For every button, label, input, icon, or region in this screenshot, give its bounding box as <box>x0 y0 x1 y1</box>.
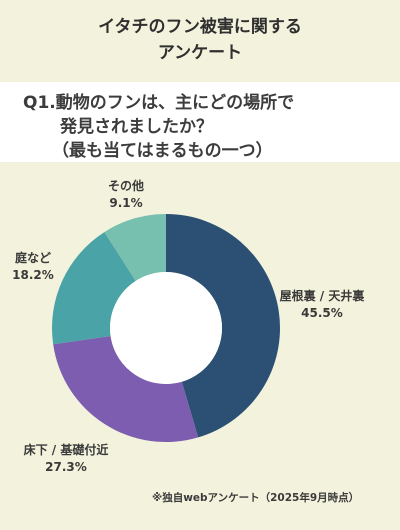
slice-attic <box>166 214 280 438</box>
chart-title: イタチのフン被害に関する アンケート <box>0 14 400 66</box>
question-line-3: （最も当てはまるもの一つ） <box>52 141 273 161</box>
slice-other <box>104 214 166 281</box>
footnote: ※独自webアンケート（2025年9月時点） <box>152 492 360 504</box>
title-line-1: イタチのフン被害に関する <box>98 17 302 37</box>
labels-group: 屋根裏 / 天井裏 45.5% 床下 / 基礎付近 27.3% 庭など 18.2% その他 9… <box>12 178 365 474</box>
slice-value-garden: 18.2% <box>12 268 54 282</box>
title-line-2: アンケート <box>157 43 243 63</box>
slice-value-underfloor: 27.3% <box>45 460 87 474</box>
slice-garden <box>51 232 136 345</box>
slice-underfloor <box>53 335 199 442</box>
question-box: Q1.動物のフンは、主にどの場所で 発見されましたか？ （最も当てはまるもの一つ… <box>0 82 400 162</box>
slice-label-attic: 屋根裏 / 天井裏 <box>280 288 366 303</box>
slices-group <box>51 214 280 442</box>
slice-label-other: その他 <box>108 178 144 193</box>
question-line-2: 発見されましたか？ <box>60 117 213 137</box>
donut-hole <box>110 272 222 384</box>
slice-label-underfloor: 床下 / 基礎付近 <box>24 442 109 457</box>
question-line-1: Q1.動物のフンは、主にどの場所で <box>23 93 295 113</box>
slice-value-other: 9.1% <box>109 196 142 210</box>
slice-label-garden: 庭など <box>15 250 51 265</box>
slice-value-attic: 45.5% <box>301 306 343 320</box>
